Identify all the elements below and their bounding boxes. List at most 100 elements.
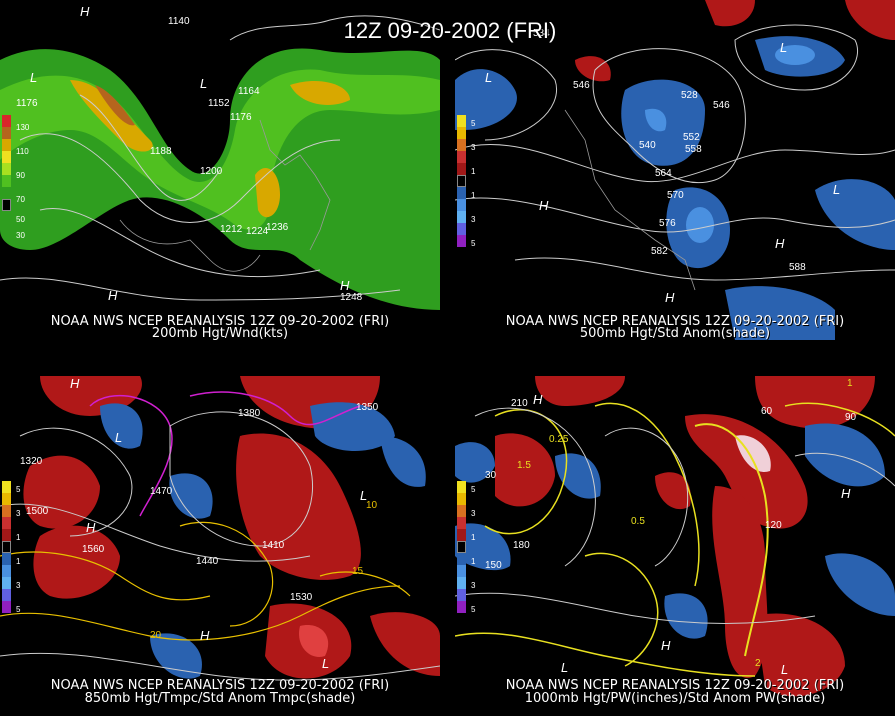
contour-label: 1188 — [150, 146, 172, 157]
colorbar-label: 1 — [471, 557, 476, 566]
contour-label: 60 — [761, 406, 773, 417]
panel-200mb: 130 110 90 70 50 30 1140 1152 1164 1176 … — [0, 0, 440, 340]
contour-label: 10 — [366, 500, 378, 511]
contour-label: 576 — [659, 218, 676, 229]
contour-label: 1320 — [20, 456, 43, 467]
contour-label: 1200 — [200, 166, 223, 177]
contour-label: 1350 — [356, 402, 379, 413]
contour-label: 528 — [681, 90, 698, 101]
contour-label: 20 — [150, 630, 162, 641]
low-center: L — [781, 662, 789, 677]
colorbar-label: 5 — [471, 605, 476, 614]
colorbar-label: 90 — [16, 171, 25, 180]
colorbar-label: 5 — [471, 239, 476, 248]
contour-label: 1440 — [196, 556, 219, 567]
main-title: 12Z 09-20-2002 (FRI) — [343, 18, 557, 43]
contour-label: 588 — [789, 262, 806, 273]
panel-subcaption: 850mb Hgt/Tmpc/Std Anom Tmpc(shade) — [84, 691, 356, 706]
contour-label: 2 — [755, 658, 761, 669]
panel-caption: NOAA NWS NCEP REANALYSIS 12Z 09-20-2002 … — [50, 314, 390, 329]
contour-label: 570 — [667, 190, 684, 201]
high-center: H — [665, 290, 675, 305]
colorbar-label: 50 — [16, 215, 25, 224]
high-center: H — [86, 520, 96, 535]
colorbar-label: 5 — [471, 485, 476, 494]
high-center: H — [340, 278, 350, 293]
contour-label: 1 — [847, 378, 853, 389]
contour-label: 120 — [765, 520, 782, 531]
contour-label: 1152 — [208, 98, 230, 109]
map-850mb — [0, 376, 440, 716]
colorbar-label: 30 — [16, 231, 25, 240]
low-center: L — [833, 182, 841, 197]
colorbar-label: 3 — [471, 581, 476, 590]
contour-label: 0.5 — [631, 516, 645, 527]
colorbar-label: 5 — [16, 485, 21, 494]
low-center: L — [360, 488, 368, 503]
colorbar-850mb — [2, 481, 14, 613]
contour-label: 1212 — [220, 224, 243, 235]
contour-label: 558 — [685, 144, 702, 155]
colorbar-label: 110 — [16, 147, 29, 156]
colorbar-label: 3 — [16, 581, 21, 590]
high-center: H — [841, 486, 851, 501]
high-center: H — [108, 288, 118, 303]
contour-label: 1470 — [150, 486, 173, 497]
contour-label: 1248 — [340, 292, 363, 303]
map-500mb — [455, 0, 895, 340]
panel-subcaption: 500mb Hgt/Std Anom(shade) — [579, 326, 771, 340]
colorbar-label: 1 — [16, 557, 21, 566]
high-center: H — [533, 392, 543, 407]
colorbar-label: 3 — [471, 143, 476, 152]
contour-label: 1380 — [238, 408, 261, 419]
colorbar-label: 1 — [471, 167, 476, 176]
panel-caption: NOAA NWS NCEP REANALYSIS 12Z 09-20-2002 … — [505, 314, 845, 329]
low-center: L — [485, 70, 493, 85]
colorbar-label: 5 — [16, 605, 21, 614]
contour-label: 540 — [639, 140, 656, 151]
contour-label: 1410 — [262, 540, 285, 551]
colorbar-label: 1 — [471, 191, 476, 200]
colorbar-500mb — [457, 115, 469, 247]
low-center: L — [322, 656, 330, 671]
colorbar-label: 3 — [16, 509, 21, 518]
contour-label: 1224 — [246, 226, 269, 237]
panel-subcaption: 1000mb Hgt/PW(inches)/Std Anom PW(shade) — [524, 691, 826, 706]
panel-caption: NOAA NWS NCEP REANALYSIS 12Z 09-20-2002 … — [50, 678, 390, 693]
contour-label: 1500 — [26, 506, 49, 517]
contour-label: 1176 — [16, 98, 38, 109]
low-center: L — [30, 70, 38, 85]
contour-label: 30 — [485, 470, 497, 481]
colorbar-label: 3 — [471, 215, 476, 224]
high-center: H — [775, 236, 785, 251]
colorbar-200mb — [2, 115, 14, 211]
contour-label: 1236 — [266, 222, 289, 233]
high-center: H — [80, 4, 90, 19]
contour-label: 90 — [845, 412, 857, 423]
panel-subcaption: 200mb Hgt/Wnd(kts) — [151, 326, 289, 340]
map-1000mb — [455, 376, 895, 716]
contour-label: 1530 — [290, 592, 313, 603]
high-center: H — [661, 638, 671, 653]
colorbar-label: 1 — [16, 533, 21, 542]
contour-label: 564 — [655, 168, 672, 179]
contour-label: 0.25 — [549, 434, 569, 445]
low-center: L — [200, 76, 208, 91]
contour-label: 1.5 — [517, 460, 531, 471]
contour-label: 552 — [683, 132, 700, 143]
colorbar-label: 70 — [16, 195, 25, 204]
contour-label: 546 — [573, 80, 590, 91]
low-center: L — [115, 430, 123, 445]
high-center: H — [539, 198, 549, 213]
high-center: H — [70, 376, 80, 391]
panel-850mb: 5 3 1 1 3 5 1320 1350 1380 1410 1440 147… — [0, 376, 440, 716]
colorbar-1000mb — [457, 481, 469, 613]
low-center: L — [780, 40, 788, 55]
contour-label: 534 — [533, 28, 550, 39]
contour-label: 150 — [485, 560, 502, 571]
contour-label: 210 — [511, 398, 528, 409]
contour-label: 180 — [513, 540, 530, 551]
contour-label: 1176 — [230, 112, 252, 123]
contour-label: 582 — [651, 246, 668, 257]
colorbar-label: 5 — [471, 119, 476, 128]
